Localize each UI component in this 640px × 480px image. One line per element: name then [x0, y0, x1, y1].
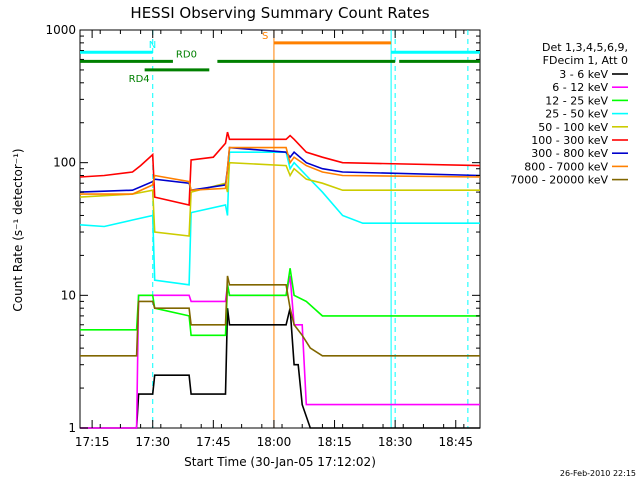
flag-label-1: S: [262, 31, 268, 42]
x-tick-label-6: 18:45: [438, 435, 473, 449]
legend-header-line-2: FDecim 1, Att 0: [543, 54, 628, 67]
series-line-7: [80, 146, 481, 195]
series-lines: [79, 131, 481, 429]
legend-label-2: 12 - 25 keV: [545, 94, 608, 107]
legend-label-3: 25 - 50 keV: [545, 108, 608, 121]
y-tick-label-1: 10: [61, 288, 76, 302]
legend-label-8: 7000 - 20000 keV: [510, 174, 608, 187]
series-line-8: [80, 275, 480, 357]
x-tick-label-5: 18:30: [378, 435, 413, 449]
legend-label-1: 6 - 12 keV: [552, 81, 608, 94]
chart-title: HESSI Observing Summary Count Rates: [130, 4, 429, 22]
x-tick-label-4: 18:15: [317, 435, 352, 449]
flag-label-3: RD4: [129, 74, 150, 85]
plot-area: 1 10 100 1000 17:15 17:30 17:45 18:00 18:15 18:3…: [45, 23, 481, 449]
timestamp: 26-Feb-2010 22:15: [560, 469, 636, 478]
flag-bars: [80, 41, 480, 72]
series-line-4: [79, 161, 480, 237]
flag-label-2: RD0: [176, 49, 197, 60]
x-tick-label-1: 17:30: [135, 435, 170, 449]
y-axis-label: Count Rate (s⁻¹ detector⁻¹): [11, 148, 25, 311]
x-tick-label-0: 17:15: [75, 435, 110, 449]
legend-label-0: 3 - 6 keV: [559, 68, 608, 81]
y-tick-label-2: 100: [53, 156, 76, 170]
flag-labels: N S RD0 RD4: [129, 31, 269, 85]
legend-label-6: 300 - 800 keV: [531, 147, 608, 160]
y-tick-label-0: 1: [68, 421, 76, 435]
x-ticks: 17:15 17:30 17:45 18:00 18:15 18:30 18:45: [75, 30, 473, 449]
x-axis-label: Start Time (30-Jan-05 17:12:02): [184, 455, 376, 469]
y-ticks: 1 10 100 1000: [45, 23, 480, 435]
plot-frame: [79, 29, 481, 429]
legend-header-line-1: Det 1,3,4,5,6,9,: [542, 41, 628, 54]
y-tick-label-3: 1000: [45, 23, 76, 37]
legend-label-5: 100 - 300 keV: [531, 134, 608, 147]
legend: Det 1,3,4,5,6,9, FDecim 1, Att 0 3 - 6 k…: [510, 41, 628, 187]
series-line-0: [80, 308, 480, 429]
series-line-5: [79, 131, 481, 206]
legend-label-4: 50 - 100 keV: [538, 121, 608, 134]
legend-label-7: 800 - 7000 keV: [524, 160, 608, 173]
x-tick-label-3: 18:00: [257, 435, 292, 449]
x-tick-label-2: 17:45: [196, 435, 231, 449]
flag-label-0: N: [149, 40, 156, 51]
